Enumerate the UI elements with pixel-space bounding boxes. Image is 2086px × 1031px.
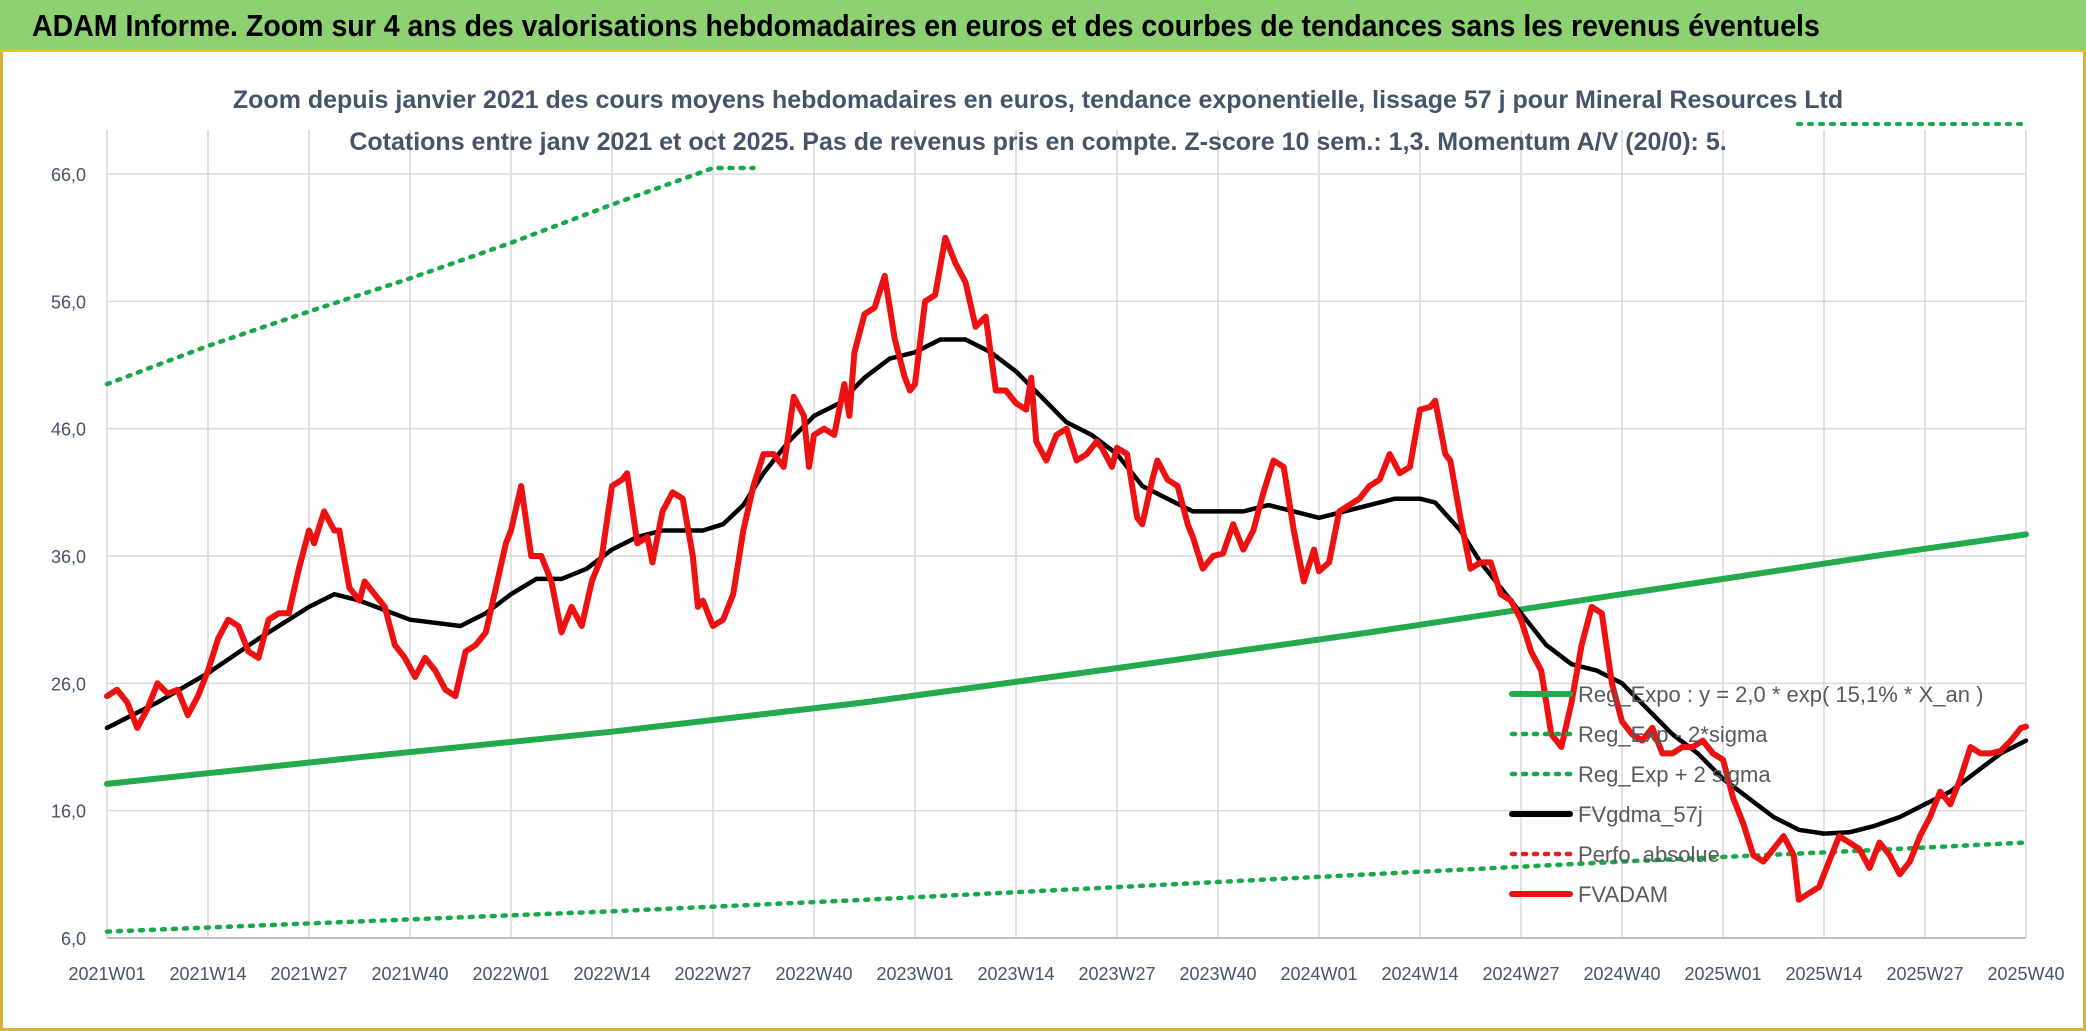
- x-tick-label: 2023W27: [1078, 964, 1155, 984]
- x-tick-label: 2025W14: [1785, 964, 1862, 984]
- x-tick-label: 2021W27: [270, 964, 347, 984]
- y-tick-label: 16,0: [51, 802, 86, 822]
- legend-label: FVADAM: [1578, 882, 1668, 907]
- y-tick-label: 46,0: [51, 420, 86, 440]
- y-tick-label: 26,0: [51, 674, 86, 694]
- x-tick-label: 2024W27: [1482, 964, 1559, 984]
- x-tick-label: 2021W40: [371, 964, 448, 984]
- report-banner: ADAM Informe. Zoom sur 4 ans des valoris…: [0, 0, 2086, 52]
- report-title: ADAM Informe. Zoom sur 4 ans des valoris…: [32, 8, 1820, 43]
- x-tick-label: 2022W40: [775, 964, 852, 984]
- chart-legend: Reg_Expo : y = 2,0 * exp( 15,1% * X_an )…: [1509, 682, 1983, 907]
- x-tick-label: 2024W01: [1280, 964, 1357, 984]
- x-tick-label: 2025W40: [1987, 964, 2064, 984]
- x-tick-label: 2023W14: [977, 964, 1054, 984]
- x-tick-label: 2021W14: [169, 964, 246, 984]
- legend-label: FVgdma_57j: [1578, 802, 1703, 827]
- chart-subtitle: Cotations entre janv 2021 et oct 2025. P…: [349, 128, 1726, 156]
- y-tick-label: 66,0: [51, 165, 86, 185]
- x-tick-label: 2024W40: [1583, 964, 1660, 984]
- x-axis: 2021W01 2021W14 2021W27 2021W40 2022W01 2022W…: [68, 937, 2065, 984]
- x-tick-label: 2024W14: [1381, 964, 1458, 984]
- y-tick-label: 36,0: [51, 547, 86, 567]
- x-tick-label: 2022W14: [573, 964, 650, 984]
- legend-label: Perfo. absolue: [1578, 842, 1720, 867]
- legend-label: Reg_Expo : y = 2,0 * exp( 15,1% * X_an ): [1578, 682, 1983, 707]
- legend-label: Reg_Exp - 2*sigma: [1578, 722, 1768, 747]
- y-tick-label: 56,0: [51, 292, 86, 312]
- y-tick-label: 6,0: [61, 929, 86, 949]
- series-fvadam: [104, 234, 2029, 903]
- x-tick-label: 2021W01: [68, 964, 145, 984]
- chart-series: [104, 165, 2029, 934]
- series-reg-expo: [104, 531, 2029, 787]
- x-tick-label: 2022W27: [674, 964, 751, 984]
- series-reg-exp-2-sigma: [104, 165, 756, 387]
- series-reg-exp-2-sigma: [104, 840, 2029, 934]
- chart-grid: [106, 130, 2027, 939]
- chart-title: Zoom depuis janvier 2021 des cours moyen…: [233, 86, 1843, 114]
- x-tick-label: 2023W40: [1179, 964, 1256, 984]
- series-fvgdma-57j: [104, 337, 2029, 836]
- x-tick-label: 2025W01: [1684, 964, 1761, 984]
- x-tick-label: 2025W27: [1886, 964, 1963, 984]
- legend-label: Reg_Exp + 2 sigma: [1578, 762, 1771, 787]
- y-axis: 6,0 16,0 26,0 36,0 46,0 56,0 66,0: [51, 165, 86, 949]
- x-tick-label: 2023W01: [876, 964, 953, 984]
- x-tick-label: 2022W01: [472, 964, 549, 984]
